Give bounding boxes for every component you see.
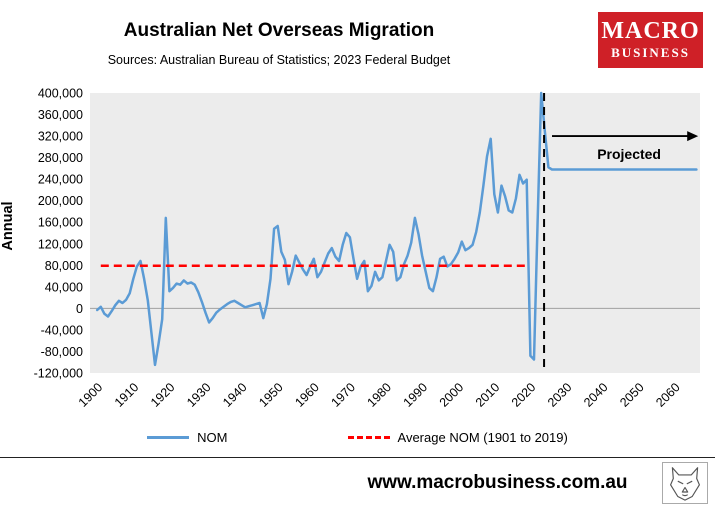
svg-text:1950: 1950 xyxy=(256,380,286,410)
logo-text-macro: MACRO xyxy=(601,18,700,45)
macrobusiness-wolf-logo xyxy=(662,462,708,504)
svg-text:1970: 1970 xyxy=(328,380,358,410)
svg-text:80,000: 80,000 xyxy=(45,259,83,273)
svg-text:280,000: 280,000 xyxy=(38,151,83,165)
svg-text:200,000: 200,000 xyxy=(38,194,83,208)
svg-text:2000: 2000 xyxy=(437,380,467,410)
svg-text:1930: 1930 xyxy=(184,380,214,410)
svg-text:1910: 1910 xyxy=(112,380,142,410)
svg-text:160,000: 160,000 xyxy=(38,216,83,230)
svg-text:2040: 2040 xyxy=(581,380,611,410)
svg-text:400,000: 400,000 xyxy=(38,87,83,101)
svg-text:-120,000: -120,000 xyxy=(34,367,83,381)
average-nom-line-swatch-icon xyxy=(347,436,390,439)
website-url[interactable]: www.macrobusiness.com.au xyxy=(367,472,628,493)
svg-text:1960: 1960 xyxy=(292,380,322,410)
chart-title: Australian Net Overseas Migration xyxy=(123,20,435,41)
svg-text:120,000: 120,000 xyxy=(38,237,83,251)
svg-text:-40,000: -40,000 xyxy=(41,323,83,337)
logo-text-business: BUSINESS xyxy=(611,44,690,60)
svg-text:360,000: 360,000 xyxy=(38,108,83,122)
svg-text:1990: 1990 xyxy=(401,380,431,410)
svg-text:1920: 1920 xyxy=(148,380,178,410)
nom-line-chart: -120,000 -80,000 -40,000 0 40,000 80,000 120,0… xyxy=(34,87,700,410)
footer: www.macrobusiness.com.au xyxy=(0,457,715,506)
svg-text:2050: 2050 xyxy=(617,380,647,410)
svg-text:1940: 1940 xyxy=(220,380,250,410)
chart-legend: NOM Average NOM (1901 to 2019) xyxy=(0,430,715,445)
svg-text:0: 0 xyxy=(76,302,83,316)
wolf-sketch-icon xyxy=(670,467,700,501)
svg-text:2030: 2030 xyxy=(545,380,575,410)
legend-item-average-nom: Average NOM (1901 to 2019) xyxy=(347,430,568,445)
legend-label-average-nom: Average NOM (1901 to 2019) xyxy=(397,430,568,445)
svg-text:40,000: 40,000 xyxy=(45,280,83,294)
title-block: Australian Net Overseas Migration Source… xyxy=(0,20,558,67)
chart-subtitle: Sources: Australian Bureau of Statistics… xyxy=(107,53,451,67)
nom-line-swatch-icon xyxy=(147,436,190,439)
svg-text:1980: 1980 xyxy=(365,380,395,410)
svg-text:1900: 1900 xyxy=(76,380,106,410)
svg-text:240,000: 240,000 xyxy=(38,173,83,187)
svg-text:2060: 2060 xyxy=(653,380,683,410)
legend-item-nom: NOM xyxy=(147,430,228,445)
svg-text:2020: 2020 xyxy=(509,380,539,410)
svg-text:320,000: 320,000 xyxy=(38,130,83,144)
svg-text:-80,000: -80,000 xyxy=(41,345,83,359)
legend-label-nom: NOM xyxy=(197,430,228,445)
svg-text:2010: 2010 xyxy=(473,380,503,410)
macrobusiness-logo: MACRO BUSINESS xyxy=(598,12,703,68)
svg-text:Projected: Projected xyxy=(597,146,661,162)
